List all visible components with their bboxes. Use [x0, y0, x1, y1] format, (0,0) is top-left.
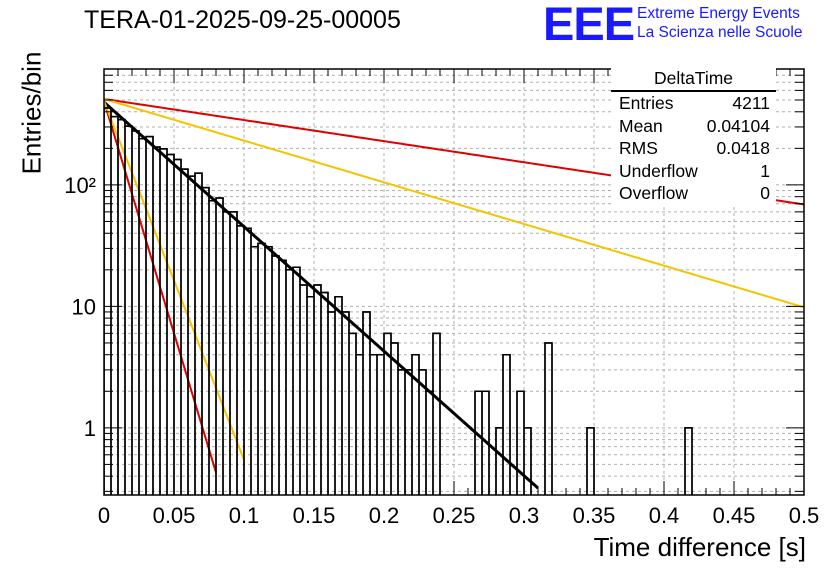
- logo-line-2: La Scienza nelle Scuole: [637, 24, 803, 41]
- stats-row-rms: RMS 0.0418: [611, 137, 776, 160]
- y-axis-label: Entries/bin: [16, 51, 47, 175]
- x-tick-label: 0.05: [153, 503, 196, 528]
- stats-label: Mean: [619, 115, 663, 136]
- x-tick-label: 0.5: [789, 503, 820, 528]
- histogram-outline: [104, 107, 693, 495]
- plot-title: TERA-01-2025-09-25-00005: [84, 6, 401, 34]
- stats-label: RMS: [619, 138, 658, 159]
- histogram: [104, 107, 693, 495]
- y-tick-label: 10: [72, 294, 96, 319]
- y-tick-label: 1: [84, 416, 96, 441]
- stats-row-entries: Entries 4211: [611, 92, 776, 115]
- stats-row-mean: Mean 0.04104: [611, 115, 776, 138]
- x-tick-label: 0.2: [369, 503, 400, 528]
- logo-line-1: Extreme Energy Events: [637, 5, 800, 22]
- stats-row-underflow: Underflow 1: [611, 160, 776, 183]
- stats-label: Entries: [619, 93, 674, 113]
- x-axis-label: Time difference [s]: [593, 532, 806, 562]
- x-tick-label: 0: [98, 503, 110, 528]
- curve-yellow_shallow: [104, 98, 804, 309]
- x-tick-label: 0.45: [713, 503, 756, 528]
- x-tick-label: 0.25: [433, 503, 476, 528]
- stats-value: 0.0418: [716, 138, 770, 159]
- stats-value: 0: [760, 183, 770, 204]
- eee-logo: EEE: [543, 0, 635, 50]
- x-tick-label: 0.35: [573, 503, 616, 528]
- stats-title: DeltaTime: [611, 68, 776, 92]
- x-tick-label: 0.1: [229, 503, 260, 528]
- y-tick-label: 10²: [64, 173, 96, 198]
- stats-box: DeltaTime Entries 4211 Mean 0.04104 RMS …: [611, 68, 776, 205]
- axes: [103, 68, 805, 496]
- tick-labels: 0 0.05 0.1 0.15 0.2 0.25 0.3 0.35 0.4 0.45 0.5 1 10 1…: [64, 173, 819, 528]
- stats-label: Overflow: [619, 183, 689, 204]
- stats-value: 1: [760, 160, 770, 181]
- x-tick-label: 0.3: [509, 503, 540, 528]
- x-tick-label: 0.15: [293, 503, 336, 528]
- stats-value: 0.04104: [706, 115, 770, 136]
- stats-value: 4211: [732, 93, 770, 113]
- x-tick-label: 0.4: [649, 503, 680, 528]
- stats-label: Underflow: [619, 160, 698, 181]
- stats-row-overflow: Overflow 0: [611, 182, 776, 205]
